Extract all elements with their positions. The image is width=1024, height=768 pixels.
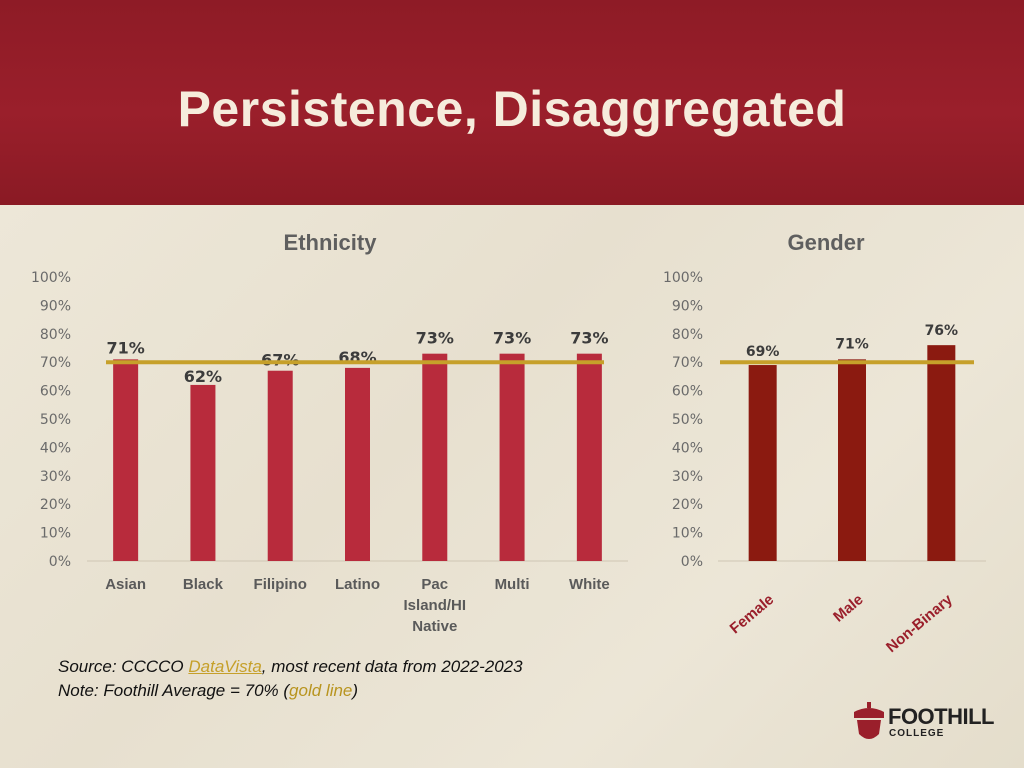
category-label: Male xyxy=(830,591,866,625)
page-title: Persistence, Disaggregated xyxy=(177,81,847,137)
data-label: 71% xyxy=(106,338,144,357)
data-label: 73% xyxy=(493,329,531,348)
bar xyxy=(345,367,370,561)
gold-line-highlight: gold line xyxy=(289,681,353,700)
y-tick-label: 10% xyxy=(40,526,71,542)
gender-chart: Gender 0% 10% 20% 30% 40% 50% 60% 70% 80% 90% 100% 6… xyxy=(663,230,986,655)
category-label-line: Asian xyxy=(105,576,146,593)
category-label: White xyxy=(569,576,610,593)
logo-name: FOOTHILL xyxy=(888,704,994,729)
data-label: 76% xyxy=(925,323,959,339)
y-tick-label: 90% xyxy=(672,298,703,314)
y-tick-label: 20% xyxy=(40,497,71,513)
y-tick-label: 30% xyxy=(40,469,71,485)
category-label-line: Multi xyxy=(495,576,530,593)
y-tick-label: 90% xyxy=(40,298,71,314)
bar xyxy=(576,353,602,561)
category-label: Black xyxy=(183,576,224,593)
data-label: 73% xyxy=(416,329,454,348)
y-tick-label: 80% xyxy=(672,327,703,343)
note-suffix: ) xyxy=(352,681,359,700)
category-label: Filipino xyxy=(254,576,307,593)
category-label-line: Island/HI xyxy=(404,597,467,614)
y-tick-label: 70% xyxy=(40,355,71,371)
source-note: Source: CCCCO DataVista, most recent dat… xyxy=(58,655,523,703)
source-suffix: , most recent data from 2022-2023 xyxy=(261,657,523,676)
category-label-line: White xyxy=(569,576,610,593)
source-line: Source: CCCCO DataVista, most recent dat… xyxy=(58,655,523,679)
y-tick-label: 20% xyxy=(672,497,703,513)
y-tick-label: 60% xyxy=(672,384,703,400)
category-label-line: Filipino xyxy=(254,576,307,593)
bar xyxy=(499,353,525,561)
acorn-icon xyxy=(854,702,884,739)
bar xyxy=(838,359,866,561)
bar xyxy=(190,384,216,561)
y-tick-label: 0% xyxy=(49,554,71,570)
title-banner: Persistence, Disaggregated xyxy=(0,0,1024,205)
logo-sub: COLLEGE xyxy=(889,728,945,739)
chart-title: Ethnicity xyxy=(284,230,378,255)
category-label: Pac Island/HI Native xyxy=(404,576,467,635)
y-tick-label: 100% xyxy=(663,270,703,286)
bar xyxy=(267,370,293,561)
bar xyxy=(927,345,956,561)
category-label: Non-Binary xyxy=(883,591,956,655)
category-label: Multi xyxy=(495,576,530,593)
category-label-line: Black xyxy=(183,576,224,593)
ethnicity-chart: Ethnicity 0% 10% 20% 30% 40% 50% 60% 70% 80% 90% 10… xyxy=(31,230,628,635)
y-tick-label: 50% xyxy=(672,412,703,428)
y-tick-label: 50% xyxy=(40,412,71,428)
y-tick-label: 40% xyxy=(40,440,71,456)
y-tick-label: 40% xyxy=(672,440,703,456)
bar xyxy=(748,365,777,561)
note-line: Note: Foothill Average = 70% (gold line) xyxy=(58,679,523,703)
bar xyxy=(113,359,139,561)
y-tick-label: 0% xyxy=(681,554,703,570)
data-label: 73% xyxy=(570,329,608,348)
datavista-link[interactable]: DataVista xyxy=(188,657,262,676)
bar xyxy=(422,353,448,561)
data-label: 71% xyxy=(835,336,869,352)
y-tick-label: 70% xyxy=(672,355,703,371)
category-label-line: Latino xyxy=(335,576,380,593)
y-tick-label: 100% xyxy=(31,270,71,286)
chart-title: Gender xyxy=(787,230,864,255)
category-label: Female xyxy=(727,591,778,637)
category-label-line: Pac xyxy=(421,576,448,593)
y-tick-label: 80% xyxy=(40,327,71,343)
category-label: Asian xyxy=(105,576,146,593)
data-label: 62% xyxy=(184,367,222,386)
y-tick-label: 10% xyxy=(672,526,703,542)
data-label: 69% xyxy=(746,344,780,360)
y-tick-label: 60% xyxy=(40,384,71,400)
source-prefix: Source: CCCCO xyxy=(58,657,189,676)
category-label: Latino xyxy=(335,576,380,593)
category-label-line: Native xyxy=(412,618,457,635)
note-prefix: Note: Foothill Average = 70% ( xyxy=(58,681,290,700)
y-tick-label: 30% xyxy=(672,469,703,485)
foothill-logo: FOOTHILL COLLEGE xyxy=(852,700,1002,744)
